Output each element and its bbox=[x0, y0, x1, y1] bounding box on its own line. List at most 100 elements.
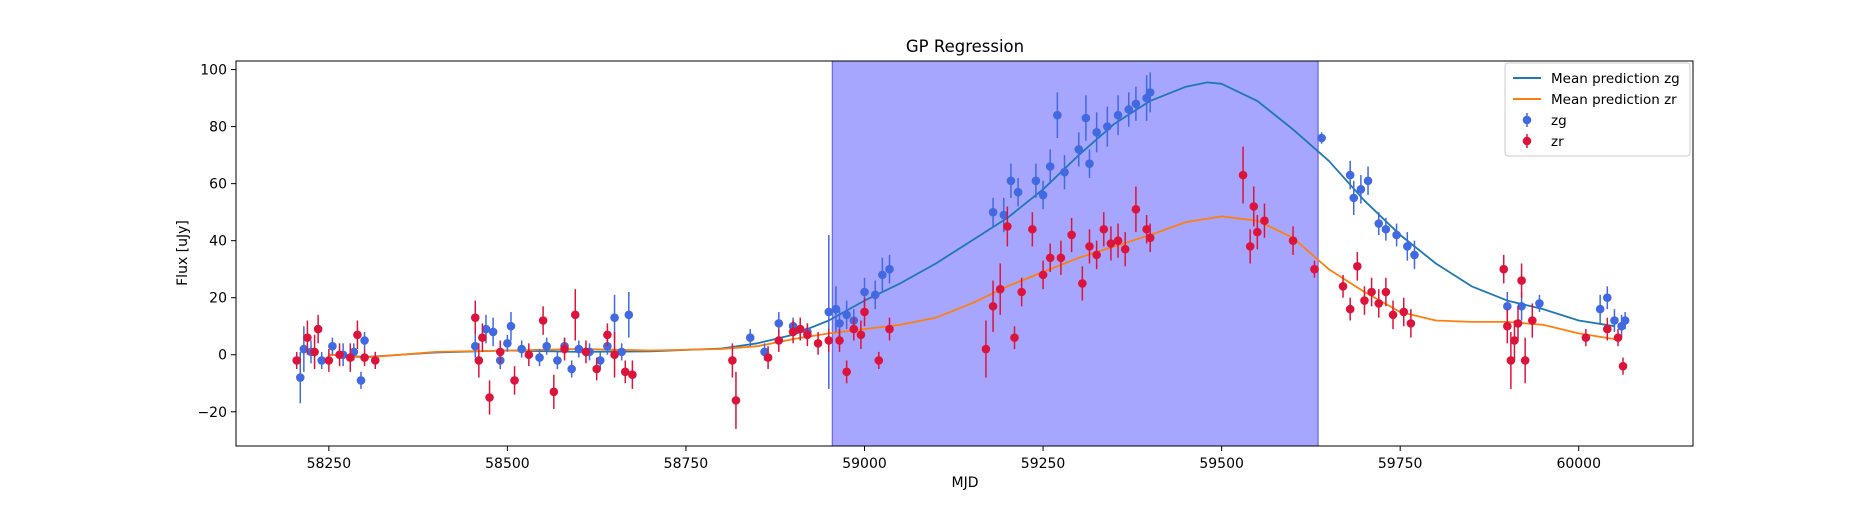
data-point-zr bbox=[1374, 299, 1384, 308]
data-point-zr bbox=[495, 347, 505, 357]
data-point-zr bbox=[524, 350, 534, 360]
data-point-zr bbox=[1017, 287, 1026, 297]
x-axis-label: MJD bbox=[952, 475, 979, 491]
data-point-zg bbox=[295, 373, 305, 382]
data-point-zr bbox=[1406, 319, 1416, 328]
data-point-zg bbox=[317, 356, 327, 365]
data-point-zg bbox=[1602, 293, 1612, 303]
data-point-zr bbox=[292, 356, 302, 365]
highlight-region bbox=[832, 61, 1319, 446]
data-point-zr bbox=[1245, 242, 1255, 251]
data-point-zr bbox=[324, 356, 334, 365]
data-point-zr bbox=[560, 344, 569, 354]
data-point-zr bbox=[303, 333, 312, 342]
data-point-zr bbox=[835, 336, 844, 345]
data-point-zg bbox=[1535, 299, 1544, 308]
data-point-zr bbox=[1399, 307, 1409, 317]
data-point-zr bbox=[995, 284, 1005, 294]
data-point-zg bbox=[745, 333, 755, 342]
data-point-zr bbox=[581, 347, 591, 357]
data-point-zr bbox=[1499, 264, 1509, 274]
data-point-zg bbox=[470, 341, 480, 351]
data-point-zr bbox=[628, 370, 637, 380]
data-point-zg bbox=[1045, 162, 1055, 171]
data-point-zg bbox=[824, 307, 834, 317]
data-point-zr bbox=[1038, 270, 1048, 280]
data-point-zg bbox=[567, 364, 576, 374]
data-point-zr bbox=[1085, 242, 1094, 251]
data-point-zg bbox=[1113, 110, 1123, 120]
data-point-zg bbox=[1081, 113, 1091, 123]
data-point-zr bbox=[874, 356, 884, 365]
x-tick-label: 58750 bbox=[664, 456, 709, 472]
data-point-zg bbox=[1610, 316, 1619, 325]
data-point-zg bbox=[831, 304, 841, 314]
data-point-zg bbox=[1363, 176, 1373, 186]
data-point-zg bbox=[835, 319, 844, 328]
plot-area bbox=[292, 61, 1630, 446]
data-point-zg bbox=[1381, 224, 1391, 234]
data-point-zg bbox=[842, 310, 851, 320]
data-point-zr bbox=[1010, 333, 1019, 342]
x-tick-label: 58500 bbox=[485, 456, 530, 472]
data-point-zr bbox=[1260, 216, 1269, 226]
data-point-zr bbox=[1353, 262, 1362, 271]
data-point-zr bbox=[610, 350, 619, 360]
data-point-zg bbox=[1349, 193, 1359, 203]
data-point-zg bbox=[1410, 250, 1419, 260]
data-point-zr bbox=[1513, 319, 1523, 328]
x-tick-label: 59000 bbox=[842, 456, 887, 472]
data-point-zr bbox=[731, 396, 741, 405]
x-tick-label: 58250 bbox=[307, 456, 352, 472]
data-point-zr bbox=[774, 336, 784, 345]
data-point-zr bbox=[1120, 244, 1130, 254]
data-point-zr bbox=[538, 316, 548, 325]
data-point-zr bbox=[570, 310, 580, 320]
x-tick-label: 59250 bbox=[1021, 456, 1066, 472]
data-point-zr bbox=[788, 327, 798, 337]
data-point-zg bbox=[885, 264, 894, 274]
data-point-zg bbox=[1503, 301, 1512, 311]
legend: Mean prediction zg Mean prediction zr zg… bbox=[1504, 62, 1691, 157]
data-point-zr bbox=[1253, 227, 1262, 237]
data-point-zg bbox=[1060, 167, 1069, 177]
data-point-zg bbox=[574, 344, 584, 354]
data-point-zr bbox=[1510, 336, 1519, 345]
data-point-zg bbox=[1317, 133, 1326, 143]
data-point-zr bbox=[885, 324, 894, 334]
data-point-zr bbox=[849, 324, 859, 334]
data-point-zg bbox=[1374, 219, 1384, 228]
y-tick-label: 40 bbox=[209, 234, 227, 250]
data-point-zr bbox=[360, 353, 369, 362]
chart-title: GP Regression bbox=[906, 37, 1024, 56]
x-tick-label: 59500 bbox=[1199, 456, 1244, 472]
data-point-zg bbox=[1595, 304, 1605, 314]
y-tick-label: 0 bbox=[218, 348, 227, 364]
data-point-zr bbox=[1388, 310, 1398, 320]
data-point-zr bbox=[1367, 287, 1376, 297]
y-tick-label: 20 bbox=[209, 291, 227, 307]
data-point-zg bbox=[1517, 301, 1526, 311]
series-zg bbox=[295, 72, 1630, 404]
legend-marker bbox=[1522, 136, 1532, 146]
data-point-zr bbox=[842, 367, 851, 377]
data-point-zr bbox=[1338, 281, 1348, 291]
legend-swatch-zr bbox=[1522, 134, 1532, 148]
data-point-zr bbox=[1113, 236, 1123, 245]
data-point-zr bbox=[313, 324, 323, 334]
data-point-zg bbox=[1092, 127, 1101, 137]
data-point-zg bbox=[1131, 99, 1141, 109]
data-point-zr bbox=[803, 330, 812, 340]
data-point-zg bbox=[870, 290, 880, 300]
data-point-zg bbox=[481, 324, 491, 334]
data-point-zr bbox=[345, 353, 355, 362]
data-point-zg bbox=[542, 341, 551, 351]
y-tick-label: −20 bbox=[197, 405, 227, 421]
data-point-zg bbox=[1403, 242, 1412, 251]
data-point-zg bbox=[624, 310, 634, 320]
data-point-zg bbox=[1038, 190, 1048, 200]
y-tick-label: 80 bbox=[209, 120, 227, 136]
data-point-zr bbox=[1288, 236, 1298, 245]
